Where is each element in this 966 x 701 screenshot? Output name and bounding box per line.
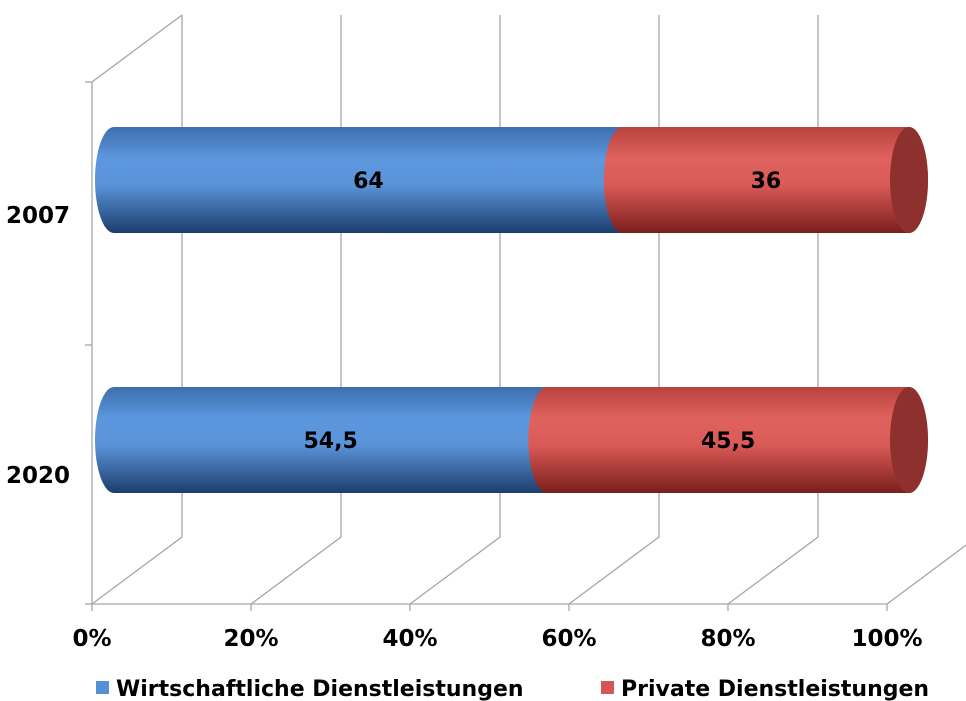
x-tick-label: 20% [223,626,278,652]
x-tick-label: 40% [382,626,437,652]
gridline [727,15,819,605]
gridline [91,15,183,605]
bar-segment-wirtschaftliche-2007 [95,127,642,233]
grid-layer [85,14,966,611]
x-tick-label: 100% [851,626,922,652]
legend: Wirtschaftliche Dienstleistungen Private … [96,677,929,701]
gridline [886,544,966,605]
gridline [409,15,501,605]
category-label: 2020 [6,463,70,489]
data-label: 45,5 [701,429,755,454]
x-tick-label: 60% [541,626,596,652]
x-tick-label: 80% [700,626,755,652]
bar-end-cap-2020 [890,387,928,493]
gridline [250,15,342,605]
bar-layer [95,127,928,493]
category-label: 2007 [6,203,70,229]
bar-segment-wirtschaftliche-2020 [95,387,567,493]
x-tick-label: 0% [72,626,111,652]
data-label: 36 [751,169,782,194]
label-layer: 0% 20% 40% 60% 80% 100% 64 36 2007 54,5 45,5 2020 [6,169,923,652]
bar-end-cap-2007 [890,127,928,233]
gridline [568,15,660,605]
data-label: 64 [353,169,384,194]
legend-swatch [601,681,614,694]
legend-swatch [96,681,109,694]
side-wall [91,14,183,604]
bar-segment-private-2007 [603,127,928,233]
bar-segment-private-2020 [528,387,928,493]
legend-label: Private Dienstleistungen [621,677,929,701]
data-label: 54,5 [303,429,357,454]
legend-label: Wirtschaftliche Dienstleistungen [116,677,524,701]
